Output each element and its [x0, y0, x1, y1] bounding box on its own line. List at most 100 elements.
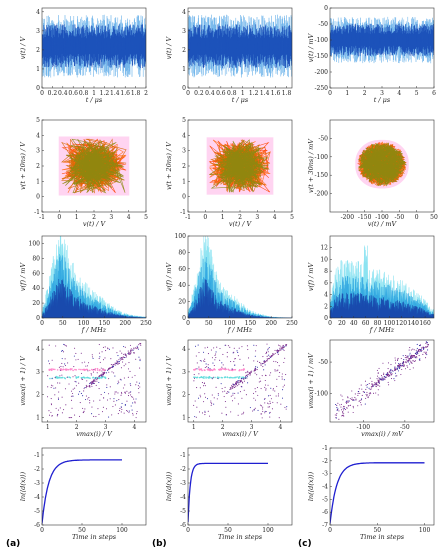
return-band-point-a-return — [68, 376, 71, 378]
x-tick-label: 120 — [396, 320, 408, 327]
return-map-point-c-return — [347, 401, 349, 403]
return-map-point-c-return — [365, 397, 367, 399]
x-tick-label: 3 — [250, 424, 254, 431]
return-map-point-b-return — [204, 347, 206, 349]
return-band-point-a-return — [69, 368, 72, 370]
x-tick-label: -150 — [358, 214, 372, 221]
return-map-point-a-return — [104, 369, 106, 371]
y-tick-label: 20 — [32, 300, 40, 307]
return-map-point-b-return — [276, 350, 278, 352]
return-map-point-b-return — [207, 353, 209, 355]
return-map-point-b-return — [272, 388, 274, 390]
return-map-point-a-return — [118, 381, 120, 383]
y-tick-label: 3 — [36, 28, 40, 35]
return-map-point-b-return — [280, 403, 282, 405]
return-map-point-a-return — [115, 391, 117, 393]
return-map-point-c-return — [410, 357, 412, 359]
return-map-point-b-return — [253, 360, 255, 362]
panel-c-divergence: 0 50 100 -7 -6 -5 -4 -3 -2 -1 Time in steps ln(⟨d(x… — [307, 445, 435, 541]
x-tick-label: -50 — [394, 214, 404, 221]
return-map-point-a-return — [123, 377, 125, 379]
return-map-point-c-return — [368, 387, 370, 389]
return-map-point-a-return — [138, 392, 140, 394]
return-map-point-c-return — [382, 376, 384, 378]
return-map-point-a-return — [106, 386, 108, 388]
return-map-point-b-return — [283, 349, 285, 351]
return-map-point-b-return — [194, 416, 196, 418]
return-map-point-c-return — [413, 356, 415, 358]
return-map-point-a-return — [93, 368, 95, 370]
return-map-point-b-return — [231, 386, 233, 388]
y-tick-label: -1 — [180, 209, 186, 216]
return-map-point-c-return — [424, 357, 427, 359]
x-axis-label: Time in steps — [360, 533, 405, 541]
return-map-point-c-return — [394, 372, 397, 374]
return-map-point-b-return — [205, 363, 207, 365]
y-tick-label: 5 — [36, 117, 40, 124]
return-band-point-b-return — [238, 368, 241, 371]
return-map-point-a-return — [136, 347, 139, 349]
x-tick-label: 60 — [362, 320, 370, 327]
return-map-point-a-return — [128, 410, 130, 412]
return-map-point-b-return — [225, 344, 227, 346]
return-map-point-a-return — [137, 348, 139, 350]
y-tick-label: 0 — [182, 315, 186, 322]
y-tick-label: 2 — [182, 163, 186, 170]
return-map-point-a-return — [101, 351, 103, 353]
y-tick-label: 4 — [36, 9, 40, 16]
return-map-point-b-return — [221, 388, 223, 390]
return-map-point-c-return — [342, 399, 344, 401]
x-tick-label: 6 — [432, 90, 436, 97]
y-tick-label: 0 — [182, 85, 186, 92]
return-map-point-c-return — [375, 383, 377, 385]
return-map-point-c-return — [405, 358, 407, 360]
return-map-point-a-return — [119, 407, 121, 410]
return-map-point-a-return — [84, 408, 86, 410]
x-tick-label: 2 — [144, 90, 148, 97]
return-map-point-c-return — [360, 402, 362, 404]
return-map-point-b-return — [281, 397, 284, 399]
return-map-point-a-return — [68, 417, 70, 419]
return-map-point-c-return — [418, 351, 420, 353]
return-map-point-a-return — [102, 374, 104, 376]
return-map-point-c-return — [406, 355, 408, 357]
return-map-point-b-return — [266, 355, 268, 357]
return-map-point-a-return — [91, 413, 93, 415]
y-tick-label: 2 — [182, 47, 186, 54]
return-map-point-a-return — [80, 392, 82, 395]
y-tick-label: 2 — [324, 303, 328, 310]
return-map-point-a-return — [72, 395, 74, 397]
return-map-point-c-return — [387, 368, 389, 370]
return-map-point-c-return — [358, 388, 360, 390]
return-map-point-c-return — [335, 403, 337, 406]
return-map-point-c-return — [368, 392, 370, 394]
return-map-point-c-return — [342, 409, 345, 411]
x-tick-label: 0 — [40, 320, 44, 327]
return-map-point-c-return — [399, 363, 401, 365]
y-tick-label: 0 — [36, 194, 40, 201]
return-map-point-b-return — [219, 359, 221, 361]
return-map-point-c-return — [409, 347, 411, 349]
return-map-point-c-return — [336, 409, 338, 411]
return-map-point-a-return — [121, 357, 124, 359]
return-map-point-c-return — [408, 357, 411, 360]
return-map-point-a-return — [120, 391, 123, 393]
return-band-point-a-return — [65, 368, 67, 371]
return-map-point-a-return — [139, 358, 141, 360]
return-map-point-a-return — [128, 412, 130, 414]
return-map-point-a-return — [84, 361, 86, 363]
return-map-point-a-return — [47, 375, 49, 377]
return-map-point-a-return — [73, 366, 75, 368]
return-band-point-a-return — [94, 367, 97, 370]
return-map-point-b-return — [256, 366, 258, 368]
return-map-point-c-return — [387, 362, 390, 364]
return-map-point-b-return — [217, 377, 219, 380]
return-map-point-c-return — [394, 368, 396, 370]
return-map-point-b-return — [285, 373, 287, 376]
x-tick-label: 100 — [384, 320, 396, 327]
return-map-point-a-return — [123, 345, 125, 348]
return-map-point-c-return — [394, 366, 396, 368]
return-map-point-a-return — [139, 386, 141, 388]
return-map-point-b-return — [275, 361, 277, 363]
return-map-point-c-return — [383, 374, 385, 376]
